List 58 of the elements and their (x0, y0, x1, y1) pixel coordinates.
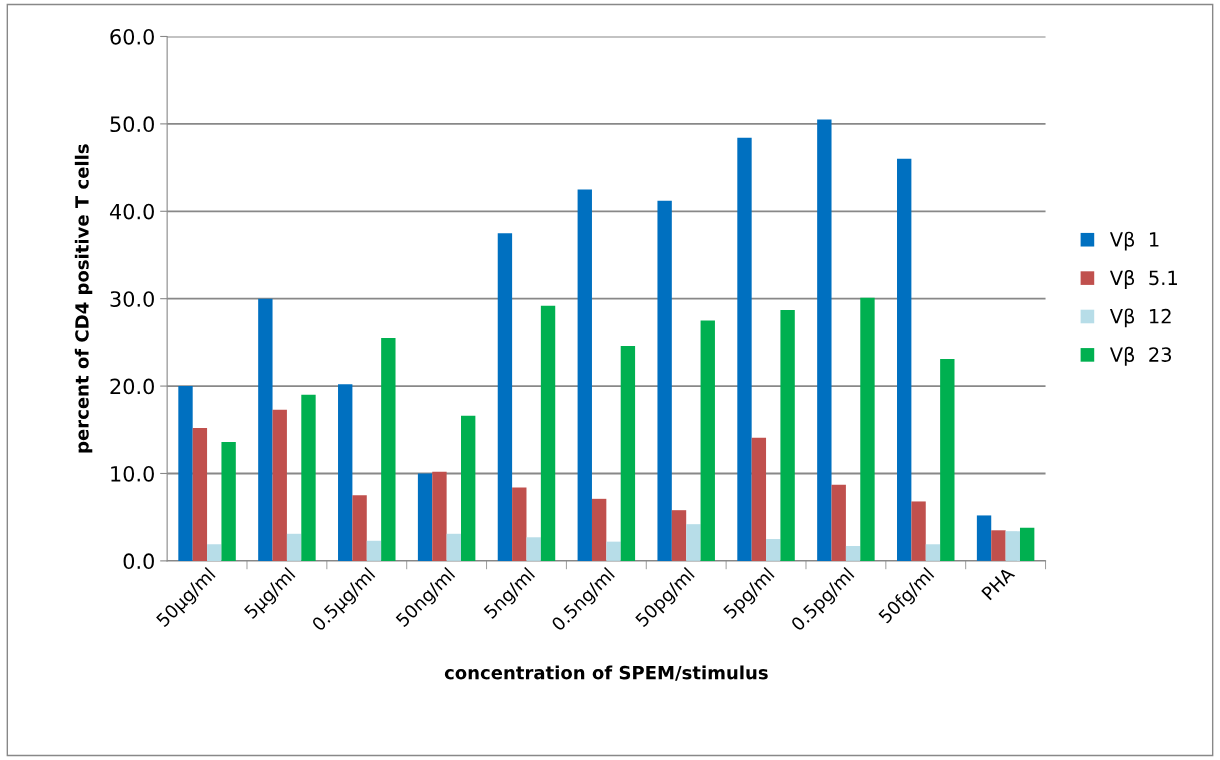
bar (526, 537, 541, 561)
bar (737, 137, 752, 561)
bar (512, 487, 527, 561)
y-tick-label: 50.0 (110, 116, 154, 133)
bar (925, 544, 941, 561)
bar (657, 200, 672, 561)
bar (620, 345, 636, 561)
bar (831, 484, 846, 561)
bar (338, 384, 353, 561)
bar (540, 305, 556, 561)
y-axis-title: percent of CD4 positive T cells (74, 144, 93, 453)
bar (461, 415, 476, 561)
bar (766, 539, 781, 561)
bar (286, 533, 302, 561)
legend-label: Vβ 23 (1109, 346, 1172, 366)
bar (1005, 531, 1020, 561)
bar (497, 233, 513, 561)
y-tick-label: 20.0 (110, 378, 154, 395)
bar (207, 544, 222, 561)
bar (577, 189, 592, 561)
legend-label: Vβ 5.1 (1109, 270, 1177, 289)
y-tick-label: 60.0 (110, 28, 154, 45)
bar (845, 546, 861, 561)
bar (940, 358, 955, 561)
bar (352, 495, 367, 561)
y-tick-label: 30.0 (110, 291, 154, 307)
bar (780, 310, 795, 561)
y-tick-label: 0.0 (123, 553, 154, 570)
bar (976, 515, 992, 561)
bar (991, 530, 1006, 561)
bar (1019, 527, 1035, 561)
legend-label: Vβ 1 (1109, 231, 1159, 251)
bar (272, 409, 287, 561)
y-tick-label: 10.0 (111, 465, 154, 482)
bar (446, 533, 461, 561)
bar (432, 471, 447, 561)
bar (221, 442, 236, 561)
bar (366, 540, 382, 561)
legend-label: Vβ 12 (1109, 308, 1171, 328)
bar (417, 473, 433, 561)
bar (178, 386, 193, 561)
bar (860, 297, 875, 561)
bar (301, 394, 316, 561)
bar (897, 158, 912, 561)
bar (817, 119, 832, 561)
bar (686, 524, 701, 561)
y-tick-label: 40.0 (109, 203, 154, 220)
bar (258, 298, 273, 561)
bar (381, 338, 396, 561)
bar (671, 510, 687, 561)
x-axis-title: concentration of SPEM/stimulus (444, 665, 768, 681)
bar (700, 320, 715, 561)
bar (911, 501, 926, 561)
bar (192, 428, 208, 561)
bar (591, 498, 607, 561)
x-tick-label: PHA (981, 566, 1016, 601)
bar (606, 541, 621, 561)
bar (751, 437, 767, 561)
